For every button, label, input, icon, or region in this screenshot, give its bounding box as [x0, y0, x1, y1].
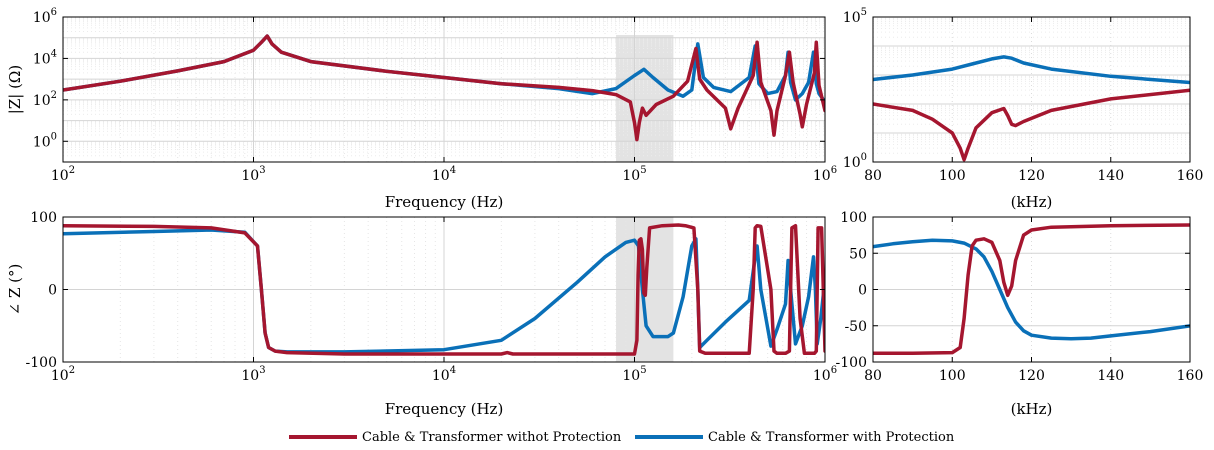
- y-tick-label: 100: [33, 131, 57, 150]
- x-tick-label: 102: [51, 165, 75, 184]
- legend-label-with-protection: Cable & Transformer with Protection: [708, 430, 955, 445]
- x-tick-label: 105: [622, 365, 646, 384]
- x-axis-label: Frequency (Hz): [385, 400, 504, 418]
- y-tick-label: -50: [844, 319, 867, 335]
- y-axis-label: ∠ Z (°): [6, 264, 24, 316]
- y-tick-label: 100: [843, 152, 867, 171]
- series-line-without-protection: [63, 34, 825, 142]
- x-tick-label: 105: [622, 165, 646, 184]
- x-tick-label: 106: [813, 365, 837, 384]
- series-line-without-protection: [873, 88, 1190, 162]
- y-tick-label: 100: [840, 210, 867, 226]
- y-tick-label: -100: [836, 355, 867, 371]
- x-tick-label: 104: [432, 365, 456, 384]
- y-tick-label: 102: [33, 90, 57, 109]
- x-tick-label: 104: [432, 165, 456, 184]
- x-axis-label: (kHz): [1011, 400, 1053, 418]
- grid: [63, 17, 825, 162]
- x-axis-label: (kHz): [1011, 193, 1053, 211]
- magnitude-full-panel: 102 103 104 105 106 100 102 104 106 Frequency (Hz…: [6, 7, 837, 211]
- x-tick-label: 120: [1018, 168, 1045, 184]
- series-line-with-protection: [873, 238, 1190, 341]
- y-tick-label: 104: [33, 48, 57, 67]
- x-tick-label: 100: [939, 168, 966, 184]
- y-tick-label: 100: [30, 210, 57, 226]
- x-tick-label: 160: [1177, 368, 1204, 384]
- x-tick-label: 140: [1097, 168, 1124, 184]
- y-tick-label: 50: [849, 246, 867, 262]
- x-axis-label: Frequency (Hz): [385, 193, 504, 211]
- x-tick-label: 100: [939, 368, 966, 384]
- x-tick-label: 102: [51, 365, 75, 384]
- y-axis-label: |Z| (Ω): [6, 65, 24, 114]
- y-tick-label: 0: [48, 283, 57, 299]
- y-tick-label: 105: [843, 7, 867, 26]
- series-line-without-protection: [873, 223, 1190, 356]
- legend: Cable & Transformer withot Protection Ca…: [289, 430, 955, 445]
- y-tick-label: 0: [858, 283, 867, 299]
- x-tick-label: 140: [1097, 368, 1124, 384]
- series-line-with-protection: [873, 55, 1190, 85]
- legend-label-without-protection: Cable & Transformer withot Protection: [362, 430, 622, 445]
- y-tick-label: -100: [26, 355, 57, 371]
- x-tick-label: 106: [813, 165, 837, 184]
- x-tick-label: 120: [1018, 368, 1045, 384]
- phase-zoom-panel: 80 100 120 140 160 -100 -50 0 50 100 (kHz): [836, 210, 1204, 418]
- series-line-without-protection: [63, 223, 825, 356]
- x-tick-label: 160: [1177, 168, 1204, 184]
- x-tick-label: 103: [241, 165, 265, 184]
- y-tick-label: 106: [33, 7, 57, 26]
- x-tick-label: 103: [241, 365, 265, 384]
- x-tick-label: 80: [864, 368, 882, 384]
- phase-full-panel: 102 103 104 105 106 -100 0 100 Frequency (Hz) ∠ Z…: [6, 210, 837, 418]
- x-tick-label: 80: [864, 168, 882, 184]
